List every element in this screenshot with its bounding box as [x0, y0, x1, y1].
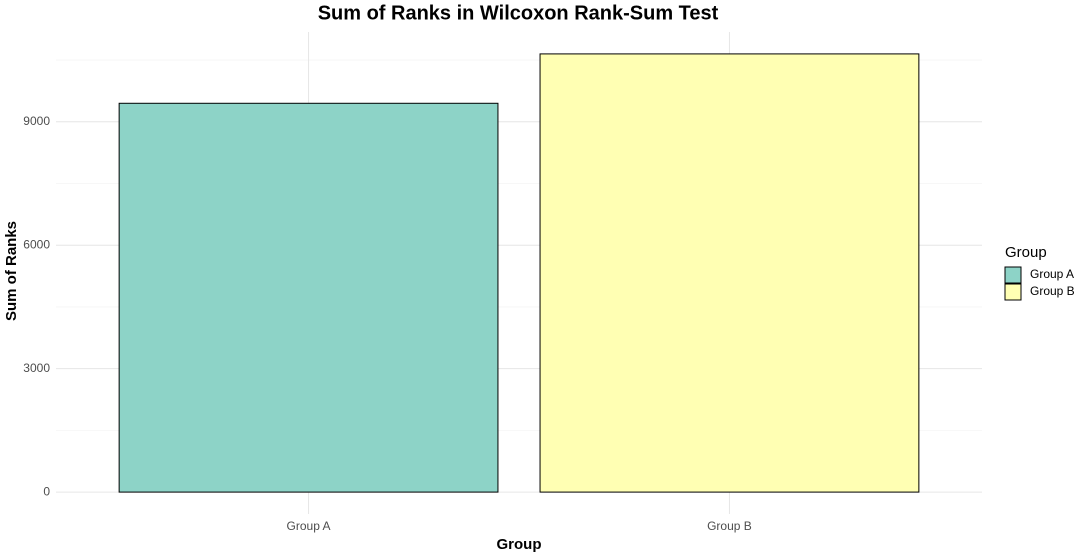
- legend-key: [1004, 266, 1022, 284]
- bar: [539, 53, 920, 493]
- legend-title: Group: [1005, 244, 1047, 261]
- x-tick-label: Group B: [707, 519, 752, 533]
- legend-key: [1004, 283, 1022, 301]
- legend-label: Group B: [1030, 284, 1075, 298]
- chart-title: Sum of Ranks in Wilcoxon Rank-Sum Test: [318, 2, 719, 24]
- y-axis-title: Sum of Ranks: [3, 221, 20, 321]
- legend-label: Group A: [1030, 267, 1074, 281]
- y-tick-label: 6000: [23, 237, 50, 251]
- bar: [118, 102, 499, 493]
- x-axis-title: Group: [497, 536, 542, 553]
- y-tick-label: 9000: [23, 114, 50, 128]
- y-tick-label: 0: [43, 484, 50, 498]
- y-tick-label: 3000: [23, 361, 50, 375]
- x-tick-label: Group A: [287, 519, 331, 533]
